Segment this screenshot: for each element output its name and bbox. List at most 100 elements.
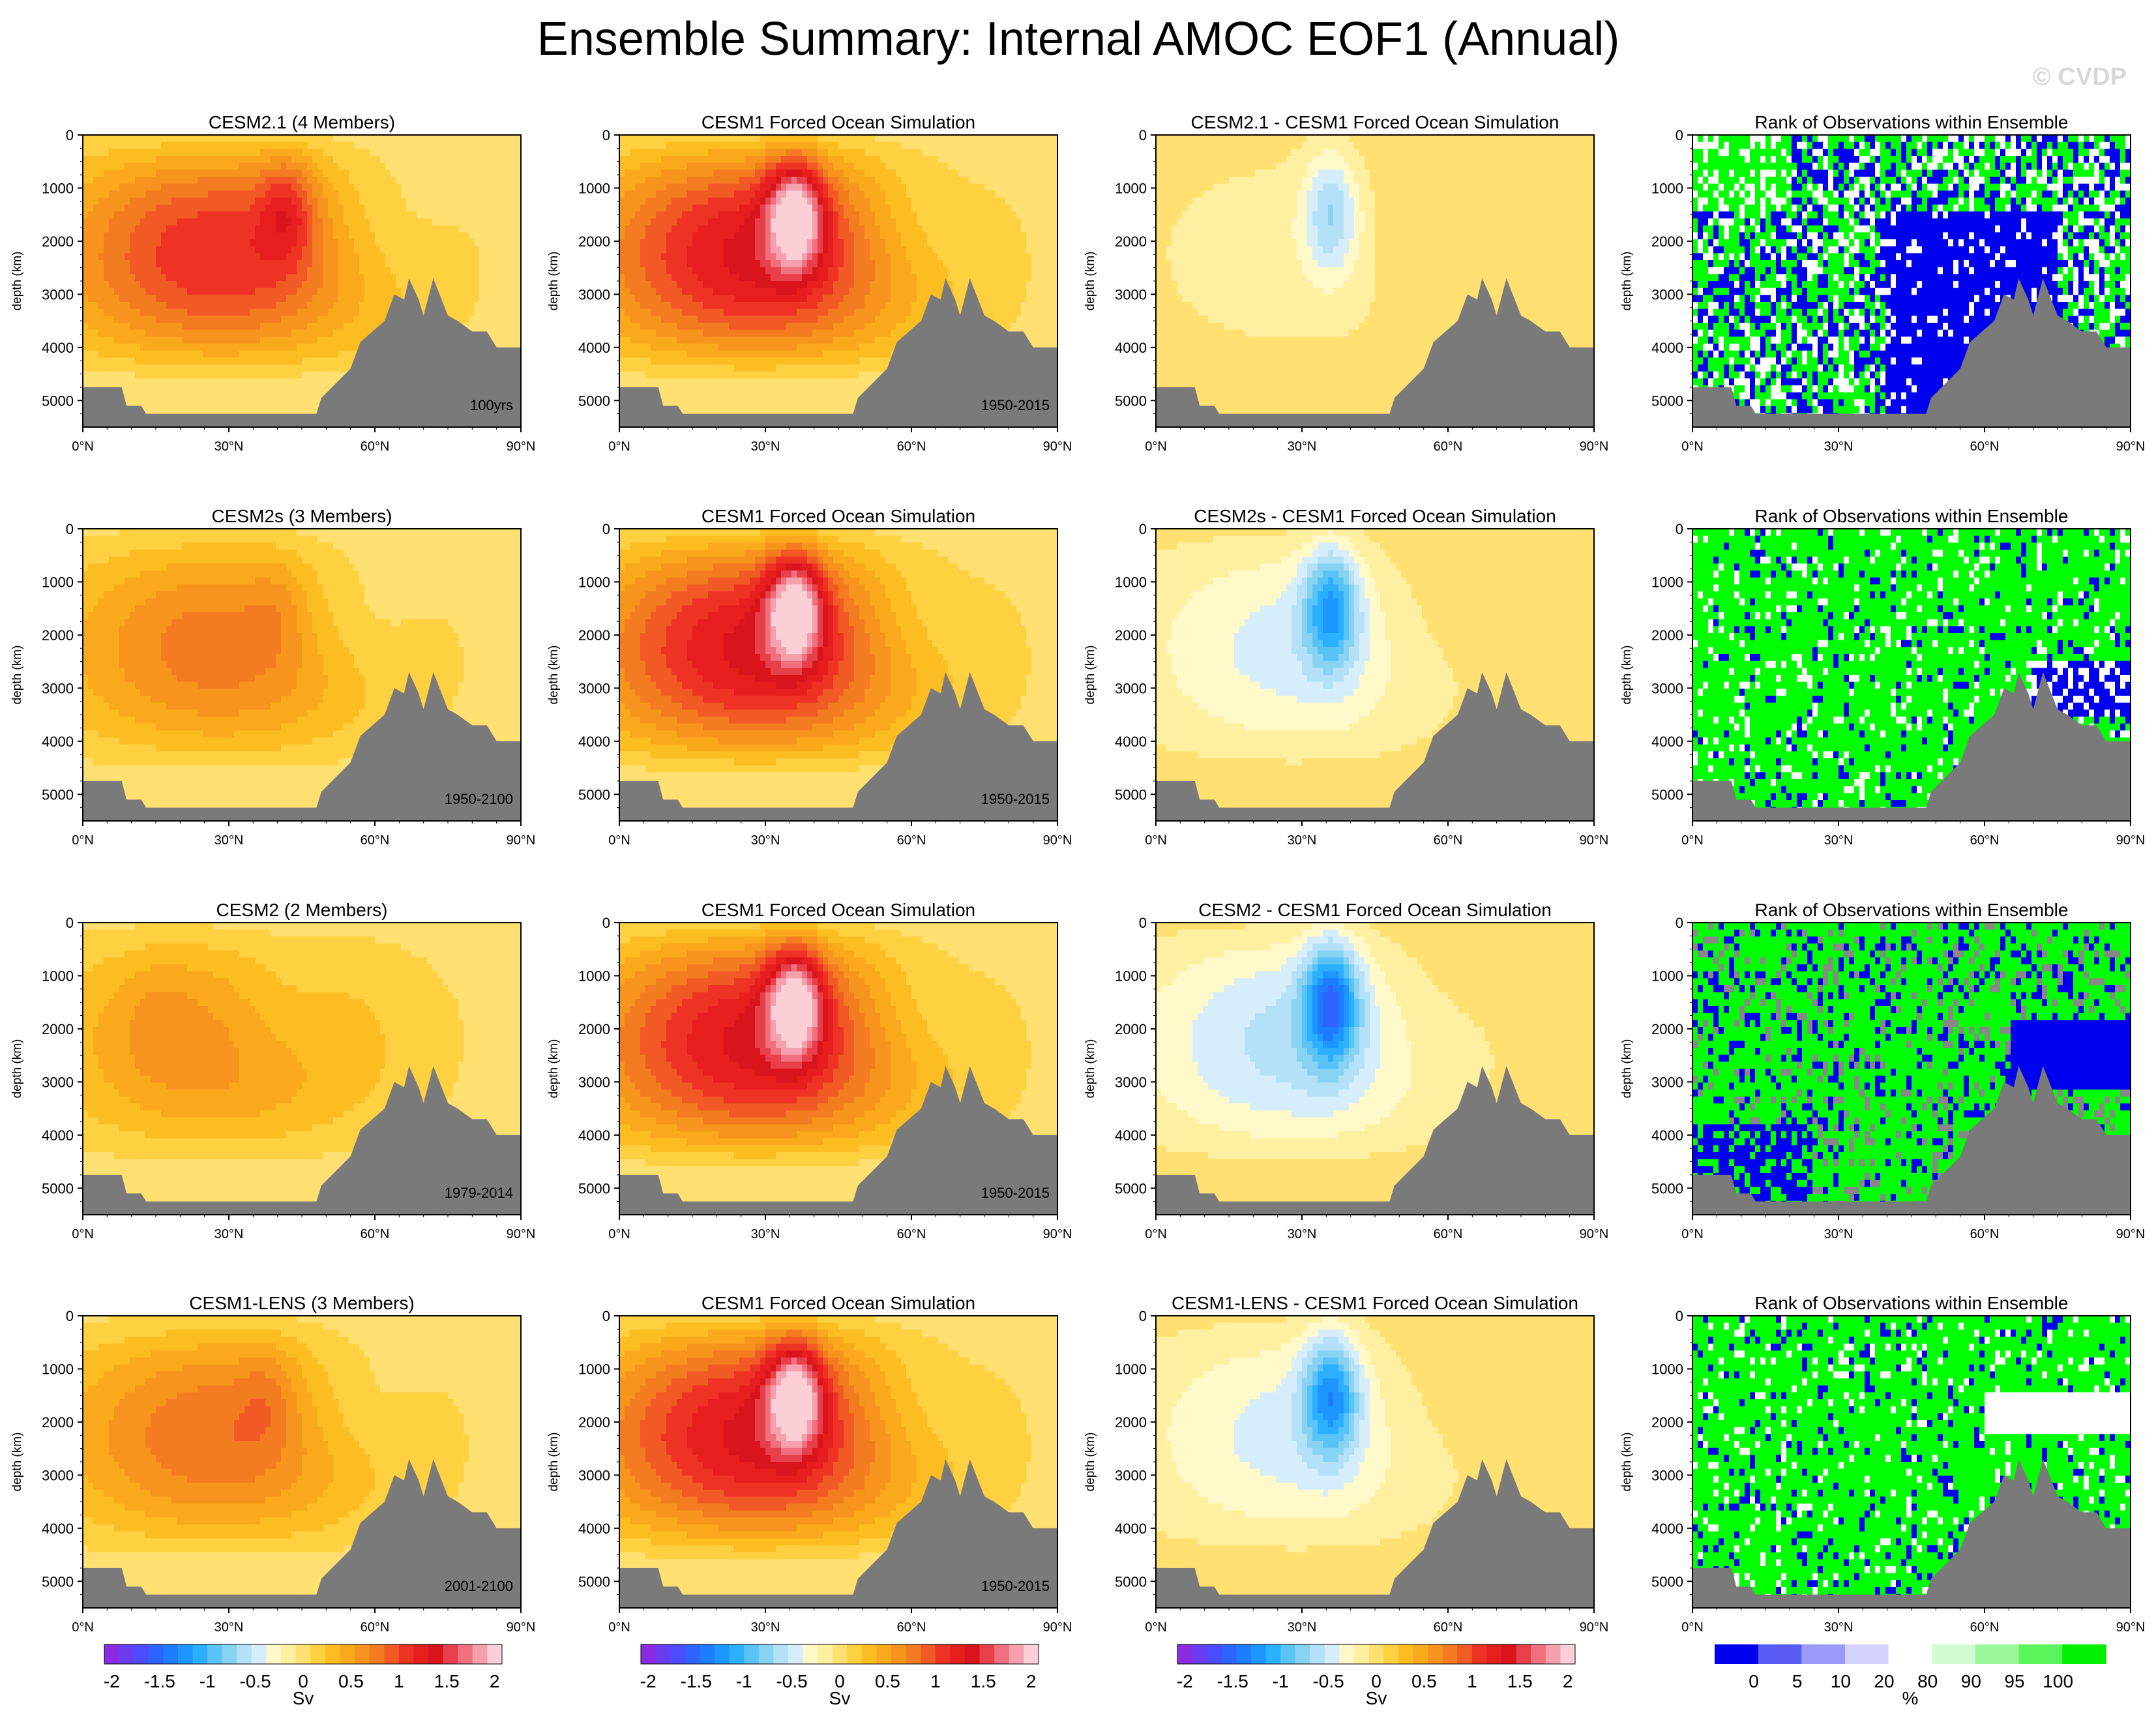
field-cell (88, 163, 94, 170)
field-cell (619, 357, 625, 364)
field-cell (312, 177, 318, 184)
field-cell (302, 274, 308, 281)
field-cell (417, 190, 422, 198)
field-cell (119, 372, 125, 379)
field-cell (464, 149, 469, 156)
field-cell (328, 246, 334, 254)
field-cell (724, 406, 730, 413)
field-cell (218, 393, 224, 400)
field-cell (145, 309, 151, 316)
field-cell (83, 336, 89, 344)
field-cell (109, 336, 115, 344)
field-cell (125, 177, 130, 184)
field-cell (239, 260, 245, 267)
field-cell (224, 336, 229, 344)
field-cell (739, 156, 745, 163)
field-cell (317, 239, 323, 246)
field-cell (458, 135, 464, 142)
field-cell (333, 281, 339, 288)
field-cell (281, 372, 287, 379)
field-cell (192, 372, 198, 379)
field-cell (354, 170, 360, 177)
field-cell (755, 295, 761, 302)
field-cell (114, 198, 120, 205)
field-cell (354, 198, 360, 205)
field-cell (98, 177, 104, 184)
field-cell (771, 163, 776, 170)
field-cell (776, 344, 782, 351)
field-cell (166, 149, 172, 156)
field-cell (119, 288, 125, 295)
field-cell (687, 399, 693, 406)
field-cell (104, 142, 110, 149)
field-cell (776, 205, 782, 212)
field-cell (182, 288, 188, 295)
field-cell (734, 177, 740, 184)
field-cell (760, 149, 766, 156)
field-cell (510, 302, 516, 309)
field-cell (93, 281, 99, 288)
field-cell (458, 170, 464, 177)
field-cell (109, 281, 115, 288)
field-cell (771, 309, 776, 316)
field-cell (370, 135, 376, 142)
field-cell (104, 267, 110, 275)
field-cell (364, 198, 370, 205)
field-cell (145, 149, 151, 156)
field-cell (432, 177, 438, 184)
field-cell (718, 246, 724, 254)
field-cell (145, 281, 151, 288)
field-cell (234, 267, 240, 275)
field-cell (661, 232, 667, 239)
field-cell (307, 344, 313, 351)
field-cell (661, 142, 667, 149)
field-cell (302, 393, 308, 400)
field-cell (708, 142, 714, 149)
field-cell (312, 385, 318, 393)
field-cell (286, 406, 292, 413)
field-cell (312, 267, 318, 275)
field-cell (328, 253, 334, 260)
field-cell (114, 218, 120, 226)
field-cell (130, 177, 136, 184)
field-cell (401, 232, 407, 239)
field-cell (391, 142, 396, 149)
field-cell (739, 260, 745, 267)
field-cell (682, 211, 688, 218)
field-cell (760, 323, 766, 330)
field-cell (125, 344, 130, 351)
field-cell (239, 239, 245, 246)
field-cell (104, 218, 110, 226)
field-cell (119, 239, 125, 246)
field-cell (114, 184, 120, 191)
field-cell (349, 149, 355, 156)
field-cell (317, 288, 323, 295)
field-cell (698, 364, 703, 372)
field-cell (718, 399, 724, 406)
field-cell (432, 135, 438, 142)
field-cell (276, 211, 282, 218)
field-cell (286, 232, 292, 239)
field-cell (119, 267, 125, 275)
field-cell (182, 364, 188, 372)
field-cell (198, 399, 203, 406)
field-cell (145, 218, 151, 226)
field-cell (443, 149, 449, 156)
field-cell (281, 142, 287, 149)
field-cell (145, 156, 151, 163)
field-cell (145, 295, 151, 302)
field-cell (119, 309, 125, 316)
field-cell (781, 226, 787, 233)
field-cell (260, 267, 266, 275)
field-cell (213, 385, 219, 393)
field-cell (692, 399, 698, 406)
field-cell (640, 211, 646, 218)
field-cell (145, 198, 151, 205)
field-cell (666, 239, 672, 246)
field-cell (781, 281, 787, 288)
field-cell (677, 211, 683, 218)
field-cell (182, 316, 188, 323)
field-cell (125, 267, 130, 275)
field-cell (156, 330, 162, 337)
field-cell (114, 260, 120, 267)
